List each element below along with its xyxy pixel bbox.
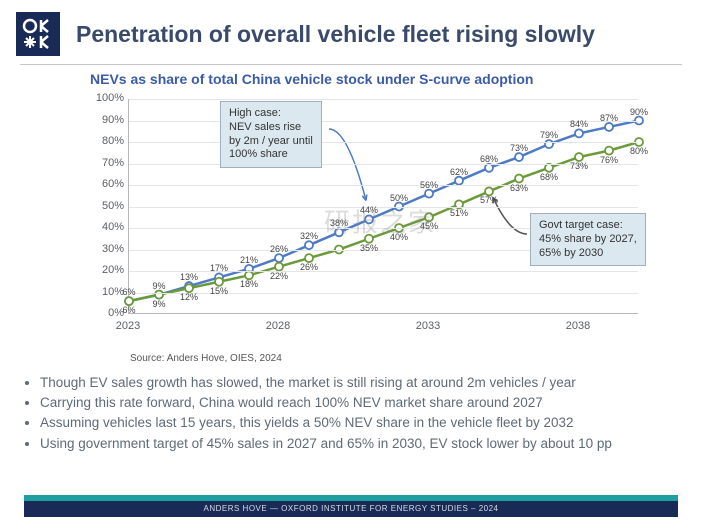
data-label: 26% bbox=[270, 244, 288, 254]
data-label: 73% bbox=[570, 161, 588, 171]
data-label: 35% bbox=[360, 243, 378, 253]
divider bbox=[20, 64, 682, 65]
data-label: 32% bbox=[300, 231, 318, 241]
x-axis-label: 2038 bbox=[566, 320, 590, 332]
data-label: 57% bbox=[480, 195, 498, 205]
data-label: 56% bbox=[420, 180, 438, 190]
footer: ANDERS HOVE — OXFORD INSTITUTE FOR ENERG… bbox=[0, 495, 702, 519]
grid-line bbox=[129, 271, 638, 272]
y-axis-label: 90% bbox=[94, 114, 124, 126]
data-label: 79% bbox=[540, 130, 558, 140]
data-label: 15% bbox=[210, 286, 228, 296]
y-axis-label: 30% bbox=[94, 243, 124, 255]
data-label: 63% bbox=[510, 183, 528, 193]
data-label: 22% bbox=[270, 271, 288, 281]
chart-source: Source: Anders Hove, OIES, 2024 bbox=[130, 353, 702, 364]
data-label: 6% bbox=[122, 305, 135, 315]
data-label: 87% bbox=[600, 113, 618, 123]
grid-line bbox=[129, 293, 638, 294]
data-label: 51% bbox=[450, 208, 468, 218]
logo-icon bbox=[16, 12, 60, 56]
bullet-list: Though EV sales growth has slowed, the m… bbox=[0, 364, 702, 453]
y-axis-label: 60% bbox=[94, 178, 124, 190]
chart-title: NEVs as share of total China vehicle sto… bbox=[0, 71, 702, 87]
data-label: 17% bbox=[210, 263, 228, 273]
data-label: 62% bbox=[450, 167, 468, 177]
data-label: 9% bbox=[152, 299, 165, 309]
grid-line bbox=[129, 121, 638, 122]
data-label: 40% bbox=[390, 232, 408, 242]
y-axis-label: 0% bbox=[94, 307, 124, 319]
y-axis-label: 40% bbox=[94, 221, 124, 233]
logo-svg bbox=[21, 17, 55, 51]
y-axis-label: 100% bbox=[94, 92, 124, 104]
grid-line bbox=[129, 207, 638, 208]
x-axis-label: 2033 bbox=[416, 320, 440, 332]
data-label: 76% bbox=[600, 155, 618, 165]
grid-line bbox=[129, 99, 638, 100]
data-label: 21% bbox=[240, 255, 258, 265]
x-axis-label: 2028 bbox=[266, 320, 290, 332]
slide-title: Penetration of overall vehicle fleet ris… bbox=[76, 21, 595, 48]
data-label: 68% bbox=[480, 154, 498, 164]
bullet-item: Using government target of 45% sales in … bbox=[40, 435, 662, 453]
data-label: 50% bbox=[390, 193, 408, 203]
callout-govt-case: Govt target case: 45% share by 2027, 65%… bbox=[530, 213, 646, 266]
data-label: 45% bbox=[420, 221, 438, 231]
footer-text: ANDERS HOVE — OXFORD INSTITUTE FOR ENERG… bbox=[24, 501, 678, 517]
bullet-item: Assuming vehicles last 15 years, this yi… bbox=[40, 414, 662, 432]
chart: 6% 9% 13% 17% 21% 26% 32% 38% 44% 50% 56% 62% 68% 73%… bbox=[90, 91, 670, 351]
y-axis-label: 20% bbox=[94, 264, 124, 276]
data-label: 84% bbox=[570, 119, 588, 129]
grid-line bbox=[129, 164, 638, 165]
y-axis-label: 70% bbox=[94, 157, 124, 169]
y-axis-label: 50% bbox=[94, 200, 124, 212]
data-label: 90% bbox=[630, 107, 648, 117]
x-axis-label: 2023 bbox=[116, 320, 140, 332]
data-label: 44% bbox=[360, 205, 378, 215]
data-label: 80% bbox=[630, 146, 648, 156]
data-label: 18% bbox=[240, 279, 258, 289]
data-label: 38% bbox=[330, 218, 348, 228]
slide-header: Penetration of overall vehicle fleet ris… bbox=[0, 0, 702, 64]
data-label: 73% bbox=[510, 143, 528, 153]
data-label: 13% bbox=[180, 272, 198, 282]
y-axis-label: 80% bbox=[94, 135, 124, 147]
bullet-item: Carrying this rate forward, China would … bbox=[40, 394, 662, 412]
grid-line bbox=[129, 142, 638, 143]
bullet-item: Though EV sales growth has slowed, the m… bbox=[40, 374, 662, 392]
plot-area: 6%9%13%17%21%26%32%38%44%50%56%62%68%73%… bbox=[128, 99, 638, 314]
data-label: 9% bbox=[152, 281, 165, 291]
data-label: 68% bbox=[540, 172, 558, 182]
data-label: 6% bbox=[122, 287, 135, 297]
grid-line bbox=[129, 185, 638, 186]
data-label: 26% bbox=[300, 262, 318, 272]
data-label: 12% bbox=[180, 292, 198, 302]
callout-high-case: High case: NEV sales rise by 2m / year u… bbox=[220, 101, 322, 168]
y-axis-label: 10% bbox=[94, 286, 124, 298]
